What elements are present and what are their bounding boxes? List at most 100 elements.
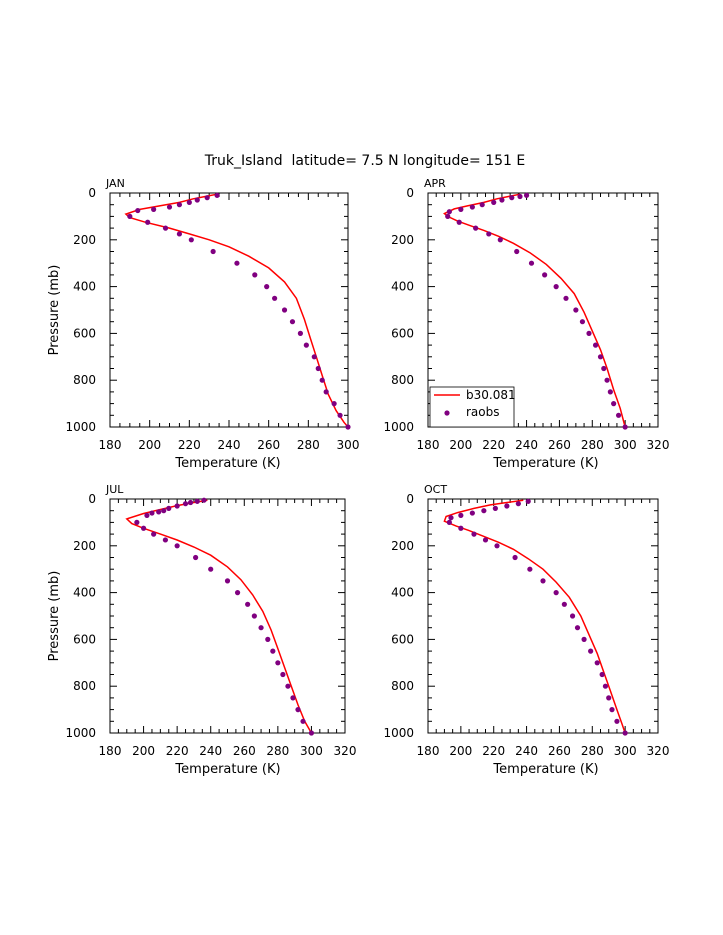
y-tick-label: 400 bbox=[73, 280, 96, 294]
panel-apr: 180 200 220 240 260 280 300 320 0 200 400 600 800 100… bbox=[383, 177, 669, 471]
data-point-raobs bbox=[224, 578, 231, 584]
x-tick-label: 320 bbox=[647, 438, 670, 452]
data-point-raobs bbox=[134, 519, 140, 526]
data-point-raobs bbox=[622, 730, 628, 736]
data-point-raobs bbox=[446, 519, 452, 526]
data-point-raobs bbox=[176, 202, 183, 208]
data-point-raobs bbox=[140, 525, 147, 531]
data-point-raobs bbox=[588, 648, 594, 654]
data-point-raobs bbox=[166, 505, 172, 511]
x-tick-label: 200 bbox=[138, 438, 161, 452]
data-point-raobs bbox=[245, 601, 251, 607]
data-point-raobs bbox=[144, 512, 150, 518]
x-tick-label: 180 bbox=[417, 438, 440, 452]
data-point-raobs bbox=[270, 648, 276, 654]
data-point-raobs bbox=[210, 248, 216, 255]
data-point-raobs bbox=[445, 213, 451, 219]
y-tick-label: 600 bbox=[391, 632, 414, 646]
data-point-raobs bbox=[337, 412, 343, 418]
data-point-raobs bbox=[499, 197, 505, 203]
data-point-raobs bbox=[156, 509, 162, 515]
data-point-raobs bbox=[182, 501, 189, 507]
x-tick-label: 220 bbox=[178, 438, 201, 452]
data-point-raobs bbox=[542, 272, 548, 278]
data-point-raobs bbox=[622, 424, 628, 430]
data-point-raobs bbox=[280, 671, 286, 678]
x-tick-label: 240 bbox=[515, 438, 538, 452]
data-point-raobs bbox=[469, 204, 475, 210]
y-tick-label: 1000 bbox=[383, 726, 414, 740]
data-point-raobs bbox=[482, 537, 489, 543]
x-axis-label: Temperature (K) bbox=[174, 762, 280, 777]
data-point-raobs bbox=[609, 707, 615, 713]
series-line-b30.081 bbox=[443, 499, 626, 734]
data-point-raobs bbox=[201, 497, 207, 503]
x-tick-label: 300 bbox=[300, 744, 323, 758]
data-point-raobs bbox=[272, 295, 278, 301]
data-point-raobs bbox=[594, 660, 600, 666]
data-point-raobs bbox=[188, 237, 194, 243]
data-point-raobs bbox=[331, 401, 337, 407]
data-point-raobs bbox=[176, 231, 183, 237]
data-point-raobs bbox=[194, 498, 200, 504]
data-point-raobs bbox=[308, 730, 315, 736]
data-point-raobs bbox=[186, 199, 192, 205]
x-tick-label: 220 bbox=[166, 744, 189, 758]
data-point-raobs bbox=[606, 695, 612, 701]
data-point-raobs bbox=[586, 330, 592, 336]
data-point-raobs bbox=[204, 195, 210, 201]
y-tick-label: 600 bbox=[73, 632, 96, 646]
data-point-raobs bbox=[514, 248, 520, 255]
data-point-raobs bbox=[561, 601, 567, 607]
panel-jul: 180 200 220 240 260 280 300 320 0 200 400 600 800 100… bbox=[47, 483, 356, 777]
y-tick-label: 200 bbox=[391, 539, 414, 553]
y-tick-label: 800 bbox=[73, 679, 96, 693]
data-point-raobs bbox=[607, 389, 613, 395]
data-point-raobs bbox=[504, 503, 510, 509]
data-point-raobs bbox=[512, 554, 518, 561]
panel-jan: 180 200 220 240 260 280 300 0 200 400 600 800 1000 JA… bbox=[47, 177, 359, 471]
data-point-raobs bbox=[174, 543, 180, 549]
data-point-raobs bbox=[581, 636, 587, 643]
data-point-raobs bbox=[497, 237, 503, 243]
y-tick-label: 1000 bbox=[65, 420, 96, 434]
data-point-raobs bbox=[151, 531, 157, 537]
data-point-raobs bbox=[319, 377, 325, 383]
data-point-raobs bbox=[234, 260, 240, 266]
data-point-raobs bbox=[151, 206, 157, 212]
data-point-raobs bbox=[486, 231, 492, 237]
data-point-raobs bbox=[491, 199, 497, 205]
series-line-b30.081 bbox=[125, 499, 313, 734]
legend-box bbox=[429, 386, 515, 428]
data-point-raobs bbox=[517, 193, 523, 200]
x-axis-label: Temperature (K) bbox=[174, 456, 280, 471]
x-tick-label: 320 bbox=[334, 744, 357, 758]
x-tick-label: 280 bbox=[297, 438, 320, 452]
data-point-raobs bbox=[553, 590, 559, 596]
data-point-raobs bbox=[492, 505, 498, 511]
data-point-raobs bbox=[525, 498, 531, 504]
data-point-raobs bbox=[456, 219, 462, 225]
x-tick-label: 240 bbox=[515, 744, 538, 758]
data-point-raobs bbox=[252, 272, 258, 278]
y-tick-label: 0 bbox=[406, 186, 414, 200]
data-point-raobs bbox=[614, 718, 620, 724]
data-point-raobs bbox=[300, 718, 306, 724]
data-point-raobs bbox=[161, 508, 167, 514]
data-point-raobs bbox=[264, 284, 270, 290]
y-tick-label: 800 bbox=[391, 373, 414, 387]
y-tick-label: 200 bbox=[73, 233, 96, 247]
data-point-raobs bbox=[540, 578, 546, 584]
y-tick-label: 1000 bbox=[383, 420, 414, 434]
legend: b30.081 raobs bbox=[429, 386, 516, 428]
y-tick-label: 200 bbox=[73, 539, 96, 553]
data-point-raobs bbox=[275, 660, 281, 666]
data-point-raobs bbox=[494, 543, 500, 549]
data-point-raobs bbox=[604, 377, 610, 383]
y-tick-label: 0 bbox=[88, 186, 96, 200]
data-point-raobs bbox=[515, 501, 521, 507]
panel-label: JAN bbox=[105, 177, 125, 190]
data-point-raobs bbox=[574, 625, 581, 631]
data-point-raobs bbox=[579, 319, 586, 325]
x-tick-label: 240 bbox=[218, 438, 241, 452]
